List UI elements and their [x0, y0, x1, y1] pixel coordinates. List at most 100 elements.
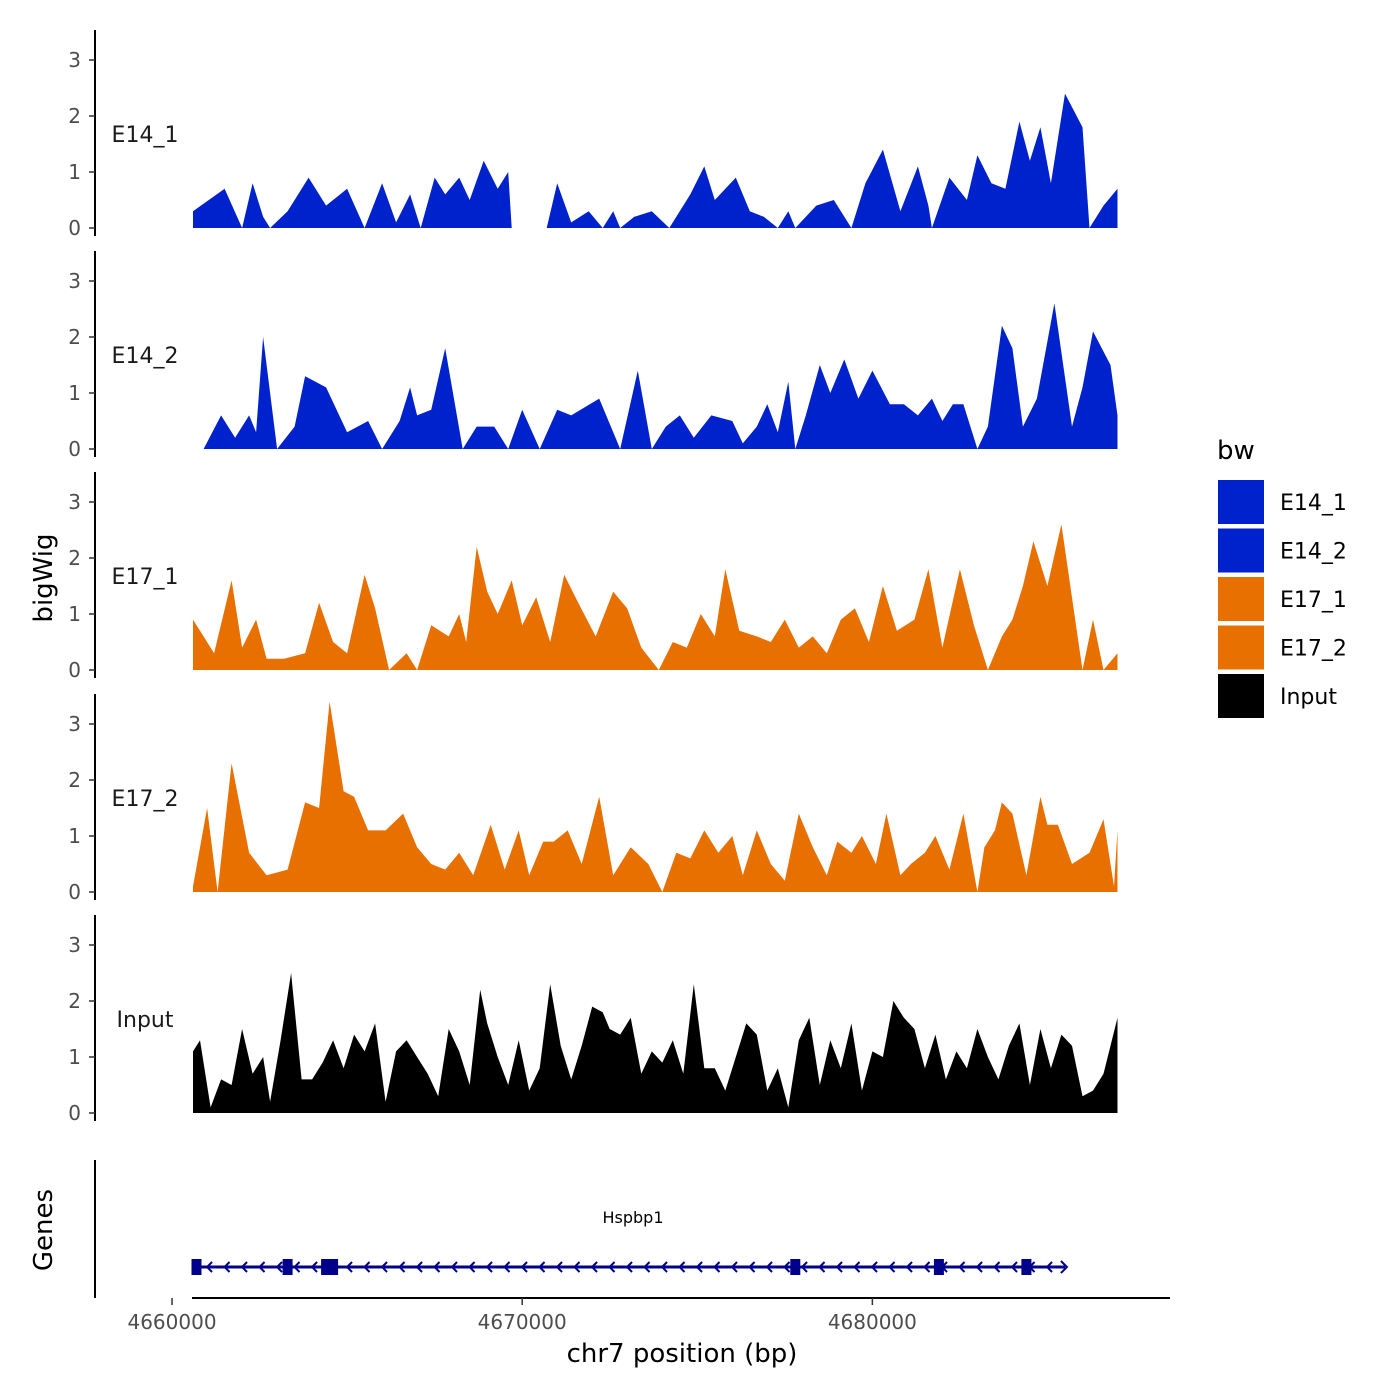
track-label-E17_2: E17_2 — [112, 787, 179, 812]
track-E17_1: 0 1 2 3 E17_1 — [68, 472, 1118, 682]
y-tick-label: 1 — [68, 602, 81, 626]
gene-exon — [282, 1259, 293, 1275]
track-label-E14_2: E14_2 — [112, 344, 179, 369]
y-tick-label: 2 — [68, 768, 81, 792]
y-axis-title: bigWig — [29, 533, 59, 622]
signal-area-E14_2 — [203, 303, 1118, 449]
y-tick-label: 1 — [68, 1045, 81, 1069]
strand-arrow-icon — [240, 1261, 248, 1273]
gene-exon — [933, 1259, 944, 1275]
strand-arrow-icon — [765, 1261, 773, 1273]
strand-arrow-icon — [363, 1261, 371, 1273]
legend-swatch-E14_2 — [1218, 528, 1264, 573]
genes-axis-title: Genes — [29, 1189, 59, 1271]
strand-arrow-icon — [958, 1261, 966, 1273]
strand-arrow-icon — [853, 1261, 861, 1273]
gene-panel: Hspbp1 — [94, 1160, 1069, 1298]
y-tick-label: 3 — [68, 48, 81, 72]
strand-arrow-icon — [975, 1261, 983, 1273]
y-tick-label: 1 — [68, 824, 81, 848]
y-tick-label: 0 — [68, 658, 81, 682]
y-tick-label: 2 — [68, 104, 81, 128]
strand-arrow-icon — [380, 1261, 388, 1273]
y-tick-label: 3 — [68, 490, 81, 514]
strand-arrow-icon — [730, 1261, 738, 1273]
track-E17_2: 0 1 2 3 E17_2 — [68, 694, 1118, 904]
strand-arrow-icon — [223, 1261, 231, 1273]
legend-swatch-E14_1 — [1218, 480, 1264, 524]
gene-exon — [328, 1259, 339, 1275]
y-tick-label: 2 — [68, 546, 81, 570]
track-label-Input: Input — [117, 1008, 174, 1033]
strand-arrow-icon — [520, 1261, 528, 1273]
legend-swatch-Input — [1218, 674, 1264, 718]
y-tick-label: 2 — [68, 325, 81, 349]
strand-arrow-icon — [293, 1261, 301, 1273]
x-tick-label: 4670000 — [478, 1310, 567, 1334]
y-tick-label: 3 — [68, 933, 81, 957]
strand-arrow-icon — [310, 1261, 318, 1273]
y-tick-label: 0 — [68, 216, 81, 240]
x-tick-label: 4680000 — [828, 1310, 917, 1334]
strand-arrow-icon — [695, 1261, 703, 1273]
signal-area-E17_2 — [193, 701, 1118, 892]
track-panels: 0 1 2 3 E14_1 0 1 2 3 E14_2 0 1 2 3 E17_1 0 1 2 3 E17_2 0 1 2 3… — [68, 30, 1118, 1125]
y-tick-label: 1 — [68, 381, 81, 405]
strand-arrow-icon — [748, 1261, 756, 1273]
strand-arrow-icon — [678, 1261, 686, 1273]
strand-arrow-icon — [993, 1261, 1001, 1273]
y-tick-label: 0 — [68, 437, 81, 461]
track-E14_2: 0 1 2 3 E14_2 — [68, 251, 1118, 461]
strand-arrow-icon — [608, 1261, 616, 1273]
strand-arrow-icon — [433, 1261, 441, 1273]
strand-arrow-icon — [923, 1261, 931, 1273]
strand-arrow-icon — [660, 1261, 668, 1273]
strand-arrow-icon — [800, 1261, 808, 1273]
strand-arrow-icon — [625, 1261, 633, 1273]
y-tick-label: 0 — [68, 880, 81, 904]
legend-swatch-E17_1 — [1218, 577, 1264, 621]
y-tick-label: 0 — [68, 1101, 81, 1125]
track-E14_1: 0 1 2 3 E14_1 — [68, 30, 1118, 240]
strand-arrow-icon — [870, 1261, 878, 1273]
y-tick-label: 2 — [68, 989, 81, 1013]
track-label-E17_1: E17_1 — [112, 565, 179, 590]
x-axis: 4660000 4670000 4680000 — [127, 1297, 1170, 1334]
strand-arrow-icon — [503, 1261, 511, 1273]
strand-arrow-icon — [905, 1261, 913, 1273]
gene-label: Hspbp1 — [602, 1208, 663, 1227]
strand-arrow-icon — [398, 1261, 406, 1273]
track-Input: 0 1 2 3 Input — [68, 915, 1118, 1125]
signal-area-E14_1 — [193, 93, 1118, 228]
track-label-E14_1: E14_1 — [112, 123, 179, 148]
strand-arrow-icon — [590, 1261, 598, 1273]
x-axis-title: chr7 position (bp) — [567, 1339, 798, 1369]
strand-arrow-icon — [258, 1261, 266, 1273]
x-tick-label: 4660000 — [127, 1310, 216, 1334]
strand-arrow-icon — [643, 1261, 651, 1273]
gene-end-arrow-icon — [1060, 1260, 1069, 1274]
y-tick-label: 3 — [68, 712, 81, 736]
strand-arrow-icon — [468, 1261, 476, 1273]
gene-exon — [191, 1259, 202, 1275]
strand-arrow-icon — [538, 1261, 546, 1273]
strand-arrow-icon — [205, 1261, 213, 1273]
legend: bw E14_1 E14_2 E17_1 E17_2 Input — [1217, 436, 1347, 718]
strand-arrow-icon — [713, 1261, 721, 1273]
legend-label-E14_2: E14_2 — [1280, 540, 1347, 565]
signal-area-E17_1 — [193, 524, 1118, 670]
strand-arrow-icon — [818, 1261, 826, 1273]
gene-exon — [1021, 1259, 1032, 1275]
strand-arrow-icon — [555, 1261, 563, 1273]
legend-label-E14_1: E14_1 — [1280, 491, 1347, 516]
legend-label-E17_2: E17_2 — [1280, 637, 1347, 662]
y-tick-label: 3 — [68, 269, 81, 293]
legend-swatch-E17_2 — [1218, 625, 1264, 670]
strand-arrow-icon — [1045, 1261, 1053, 1273]
strand-arrow-icon — [450, 1261, 458, 1273]
strand-arrow-icon — [415, 1261, 423, 1273]
strand-arrow-icon — [485, 1261, 493, 1273]
strand-arrow-icon — [835, 1261, 843, 1273]
strand-arrow-icon — [275, 1261, 283, 1273]
